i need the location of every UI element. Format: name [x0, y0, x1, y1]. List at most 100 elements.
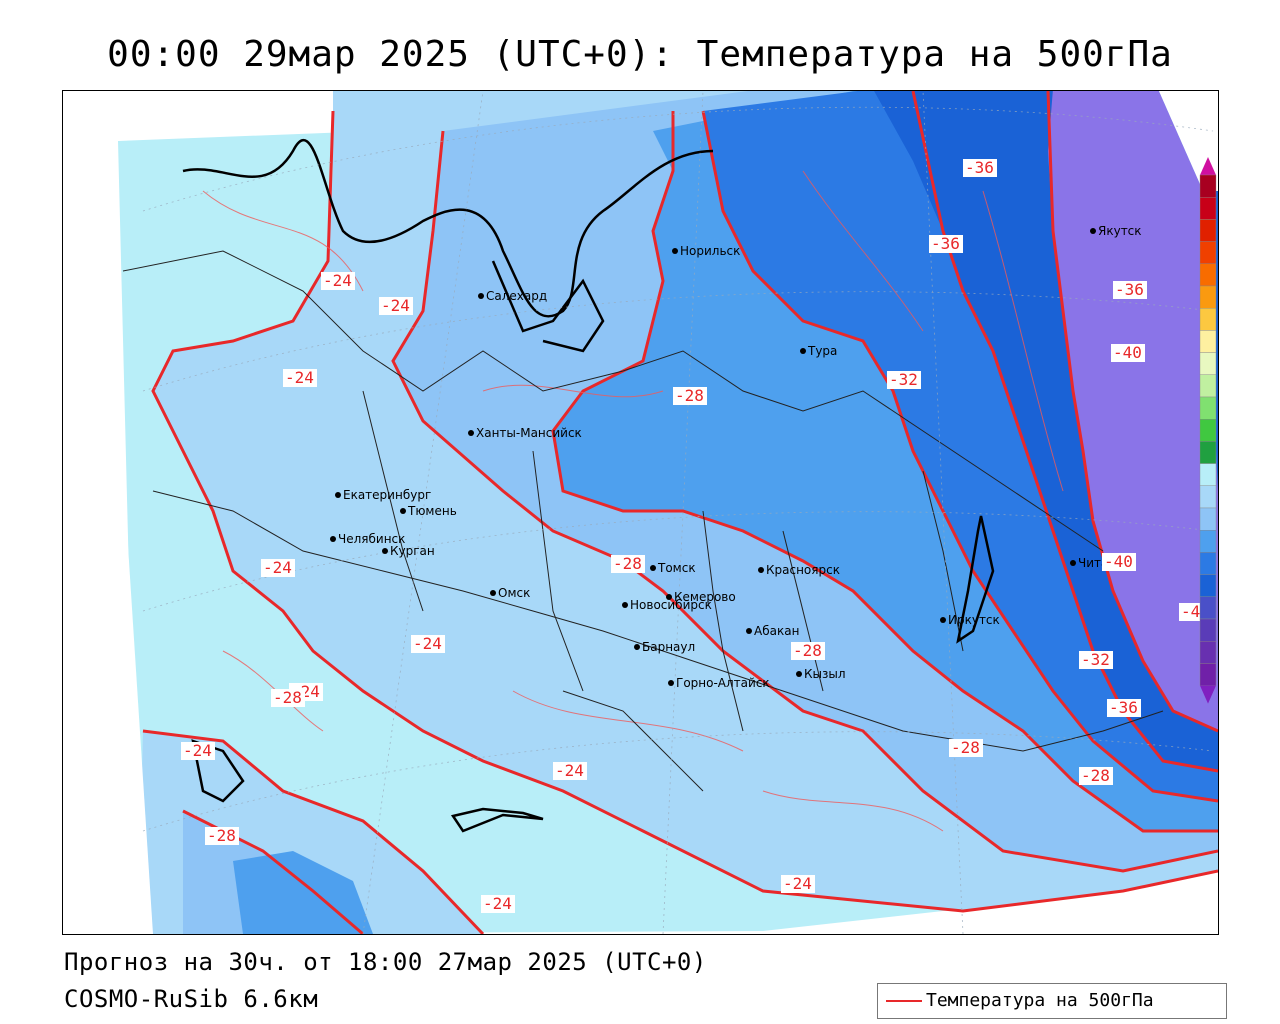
colorbar-swatch	[1199, 574, 1217, 598]
svg-text:-36: -36	[1109, 698, 1138, 717]
outside-domain-w	[63, 391, 153, 934]
city-marker: Барнаул	[634, 640, 695, 654]
forecast-info: Прогноз на 30ч. от 18:00 27мар 2025 (UTC…	[64, 948, 707, 976]
city-label: Томск	[657, 561, 696, 575]
city-marker: Ханты-Мансийск	[468, 426, 582, 440]
colorbar-swatch	[1199, 285, 1217, 309]
colorbar-swatch	[1199, 441, 1217, 464]
isoline-label: -36	[1107, 698, 1141, 717]
admin-borders-layer	[122, 250, 1164, 792]
colorbar-swatch	[1199, 174, 1217, 198]
coast-balkhash	[450, 807, 544, 833]
outside-domain-nw	[63, 91, 333, 391]
city-label: Норильск	[680, 244, 740, 258]
colorbar-swatch	[1199, 219, 1217, 242]
coast-caspian	[191, 739, 245, 803]
city-marker: Якутск	[1090, 224, 1142, 238]
colorbar-swatch	[1199, 618, 1217, 642]
city-label: Кемерово	[674, 590, 736, 604]
legend-label: Температура на 500гПа	[926, 990, 1154, 1011]
svg-text:-24: -24	[323, 271, 352, 290]
colorbar-swatch	[1199, 263, 1217, 287]
city-dot	[490, 590, 496, 596]
isoline-label: -36	[963, 158, 997, 177]
model-name: COSMO-RuSib 6.6км	[64, 985, 319, 1013]
colorbar-top-arrow	[1200, 157, 1216, 175]
svg-text:-28: -28	[951, 738, 980, 757]
isoline-label: -28	[1079, 766, 1113, 785]
isoline-minus40	[911, 91, 1218, 773]
city-marker: Челябинск	[330, 532, 405, 546]
isoline-label: -36	[1113, 280, 1147, 299]
city-marker: Тура	[800, 344, 837, 358]
colorbar-swatch	[1199, 507, 1217, 531]
isoline-label: -40	[1111, 343, 1145, 362]
city-label: Красноярск	[766, 563, 840, 577]
city-marker: Кемерово	[666, 590, 736, 604]
isoline-label: -28	[949, 738, 983, 757]
city-marker: Горно-Алтайск	[668, 676, 770, 690]
city-label: Барнаул	[642, 640, 695, 654]
isoline-label: -28	[205, 826, 239, 845]
svg-text:-24: -24	[263, 558, 292, 577]
colorbar-swatch	[1199, 552, 1217, 575]
isoline-label: -28	[791, 641, 825, 660]
city-marker: Кызыл	[796, 667, 846, 681]
svg-text:-24: -24	[381, 296, 410, 315]
map-legend: Температура на 500гПа	[877, 983, 1227, 1019]
colorbar-swatch	[1199, 463, 1217, 487]
isoline-label: -32	[1079, 650, 1113, 669]
isoline-labels-layer: -24-24-24-24-24-24-24-24-24-24-28-28-28-…	[181, 158, 1213, 913]
city-dot	[800, 348, 806, 354]
coast-baikal	[956, 515, 995, 644]
city-marker: Новосибирск	[622, 598, 712, 612]
city-dot	[940, 617, 946, 623]
city-dot	[796, 671, 802, 677]
colorbar-swatch	[1199, 307, 1217, 331]
city-dot	[672, 248, 678, 254]
colorbar: 2824201612840-4-8-12-16-20-24-28-32-36-4…	[1199, 157, 1217, 704]
temperature-map[interactable]: Норильск Якутск Салехард Тура Ханты-Мансийск…	[63, 91, 1218, 934]
city-dot	[634, 644, 640, 650]
city-dot	[622, 602, 628, 608]
city-label: Салехард	[486, 289, 547, 303]
isoline-label: -32	[887, 370, 921, 389]
svg-text:-24: -24	[783, 874, 812, 893]
city-marker: Салехард	[478, 289, 547, 303]
isoline-label: -24	[481, 894, 515, 913]
legend-isoline-swatch	[886, 1000, 922, 1002]
city-marker: Томск	[650, 561, 696, 575]
temperature-fill-layer	[63, 91, 1218, 934]
isoline-minus28	[391, 130, 1218, 873]
colorbar-swatch	[1199, 330, 1217, 353]
city-dot	[746, 628, 752, 634]
colorbar-swatch	[1199, 196, 1217, 220]
svg-text:-40: -40	[1113, 343, 1142, 362]
isoline-layer	[142, 91, 1218, 934]
svg-text:-28: -28	[675, 386, 704, 405]
city-dot	[382, 548, 388, 554]
outside-domain-ne	[1158, 91, 1218, 191]
isoline-minus24	[151, 110, 1218, 913]
city-label: Абакан	[754, 624, 799, 638]
svg-text:-36: -36	[931, 234, 960, 253]
outside-domain-se	[763, 871, 1218, 934]
city-label: Тура	[807, 344, 837, 358]
isoline-minus44	[1046, 91, 1218, 733]
colorbar-swatch	[1199, 485, 1217, 509]
svg-text:-28: -28	[793, 641, 822, 660]
svg-text:-36: -36	[1115, 280, 1144, 299]
city-marker: Абакан	[746, 624, 799, 638]
map-panel[interactable]: Норильск Якутск Салехард Тура Ханты-Мансийск…	[62, 90, 1219, 935]
svg-text:-32: -32	[1081, 650, 1110, 669]
city-dot	[330, 536, 336, 542]
coastline-layer	[182, 138, 995, 833]
isoline-label: -28	[271, 688, 305, 707]
city-dot	[1070, 560, 1076, 566]
city-dot	[1090, 228, 1096, 234]
isoline-minus36	[701, 110, 1218, 803]
colorbar-swatch	[1199, 641, 1217, 664]
svg-text:-40: -40	[1104, 552, 1133, 571]
colorbar-swatch	[1199, 374, 1217, 398]
isoline-label: -28	[611, 554, 645, 573]
